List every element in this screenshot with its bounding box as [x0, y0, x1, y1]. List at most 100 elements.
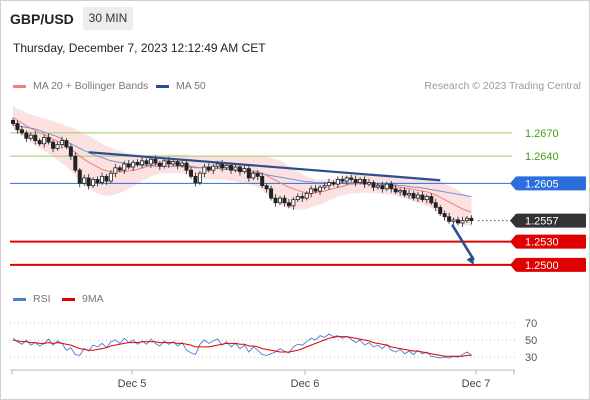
candle-body-50	[233, 166, 238, 171]
ma20-swatch	[13, 84, 26, 88]
rsi-tick-70: 70	[525, 318, 537, 330]
rsi-tick-50: 50	[525, 335, 537, 347]
candle-body-1	[15, 123, 20, 131]
candle-body-54	[251, 172, 256, 179]
candle-body-77	[353, 179, 358, 183]
rsi-line	[12, 333, 472, 359]
candle-body-23	[113, 167, 118, 174]
candle-body-58	[269, 188, 274, 199]
candle-body-84	[384, 183, 389, 190]
candle-body-45	[211, 165, 216, 171]
candle-body-61	[282, 197, 287, 204]
candle-body-86	[393, 188, 398, 193]
time-label-dec-6: Dec 6	[291, 378, 320, 390]
candle-body-71	[326, 182, 331, 187]
candle-body-68	[313, 188, 318, 192]
symbol-title: GBP/USD	[10, 11, 74, 27]
candle-body-12	[64, 140, 69, 148]
downtrend-line	[88, 151, 441, 182]
candle-body-5	[33, 134, 38, 142]
candle-body-49	[229, 165, 234, 171]
candle-body-60	[277, 197, 282, 204]
level-1-2605-tag	[516, 176, 586, 191]
candle-body-10	[55, 144, 60, 149]
candle-body-76	[349, 177, 354, 180]
candle-body-95	[433, 202, 438, 208]
projection-arrow-shaft	[450, 223, 475, 261]
candle-body-70	[322, 185, 327, 188]
candle-body-2	[19, 129, 24, 134]
candle-body-65	[300, 196, 305, 199]
level-1-2500-label: 1.2500	[525, 260, 559, 272]
time-label-dec-5: Dec 5	[118, 378, 147, 390]
candle-body-11	[59, 140, 64, 145]
candle-body-25	[122, 163, 127, 171]
candle-body-37	[175, 161, 180, 166]
candle-body-19	[95, 179, 100, 183]
candle-body-100	[455, 219, 460, 224]
candle-body-80	[366, 182, 371, 185]
ma20-label: MA 20 + Bollinger Bands	[33, 80, 149, 92]
level-1-2500-tag-arrow	[510, 257, 516, 272]
candle-body-34	[162, 160, 167, 167]
candle-body-27	[131, 161, 136, 168]
candle-body-42	[197, 172, 202, 183]
candle-body-62	[286, 202, 291, 207]
level-1-2530-tag	[516, 234, 586, 249]
candle-body-35	[166, 160, 171, 165]
candle-body-47	[220, 163, 225, 169]
candle-body-0	[10, 120, 15, 124]
candle-body-18	[91, 179, 96, 187]
candle-body-75	[344, 177, 349, 182]
candle-body-21	[104, 175, 109, 182]
candle-body-53	[246, 168, 251, 179]
ma20-line	[12, 116, 472, 213]
candle-body-102	[464, 217, 469, 222]
candle-body-96	[438, 207, 443, 215]
level-1-2670-label: 1.2670	[525, 128, 559, 140]
legend-ma50: MA 50	[156, 80, 206, 92]
candle-body-78	[358, 179, 363, 183]
time-label-dec-7: Dec 7	[462, 378, 491, 390]
timeframe-button[interactable]: 30 MIN	[83, 7, 133, 30]
candle-body-4	[28, 134, 33, 139]
candle-body-56	[260, 175, 265, 187]
candle-body-20	[100, 175, 105, 183]
candle-body-81	[371, 182, 376, 188]
rsi-ma-line	[12, 336, 472, 357]
legend-9ma: 9MA	[62, 293, 104, 305]
candle-body-15	[77, 169, 82, 184]
candle-body-52	[242, 168, 247, 173]
level-1-2530-label: 1.2530	[525, 237, 559, 249]
projection-arrow-head	[466, 255, 474, 265]
rsi-label: RSI	[33, 293, 51, 305]
ma9-label: 9MA	[82, 293, 104, 305]
candle-body-33	[157, 162, 162, 167]
candle-body-41	[193, 175, 198, 183]
candle-body-83	[380, 185, 385, 190]
candle-body-16	[82, 177, 87, 184]
legend-rsi: RSI	[13, 293, 51, 305]
legend-ma20: MA 20 + Bollinger Bands	[13, 80, 148, 92]
rsi-tick-30: 30	[525, 352, 537, 364]
level-1-2605-tag-arrow	[510, 176, 516, 191]
candle-body-103	[469, 217, 474, 222]
research-credit: Research © 2023 Trading Central	[424, 80, 581, 92]
rsi-swatch	[13, 297, 26, 301]
level-1-2557-tag-arrow	[510, 213, 516, 228]
candle-body-29	[140, 160, 145, 166]
candle-body-44	[206, 166, 211, 171]
candle-body-24	[117, 167, 122, 171]
candle-body-55	[255, 172, 260, 177]
candle-body-90	[411, 193, 416, 199]
ma50-label: MA 50	[176, 80, 206, 92]
candle-body-48	[224, 165, 229, 169]
candle-body-31	[148, 158, 153, 165]
level-1-2557-label: 1.2557	[525, 216, 559, 228]
candle-body-36	[171, 161, 176, 165]
candle-body-46	[215, 163, 220, 167]
candle-body-79	[362, 179, 367, 185]
timestamp: Thursday, December 7, 2023 12:12:49 AM C…	[13, 41, 266, 55]
candle-body-14	[73, 155, 78, 171]
